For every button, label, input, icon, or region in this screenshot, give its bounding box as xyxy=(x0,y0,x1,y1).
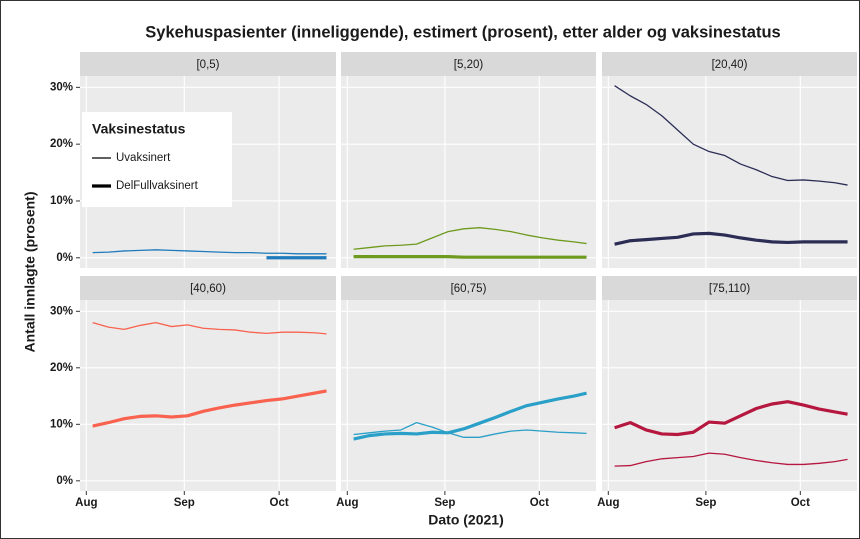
legend-label: DelFullvaksinert xyxy=(116,180,199,192)
strip xyxy=(80,276,336,300)
panel xyxy=(341,300,596,491)
series-line xyxy=(92,249,327,255)
y-tick-label: 10% xyxy=(50,418,73,430)
strip xyxy=(602,52,857,76)
y-tick-label: 0% xyxy=(56,475,73,487)
legend-label: Uvaksinert xyxy=(116,152,171,164)
x-tick-label: Sep xyxy=(434,497,455,509)
strip xyxy=(341,276,596,300)
series-line xyxy=(614,400,848,437)
x-tick-label: Oct xyxy=(270,497,289,509)
x-tick-label: Aug xyxy=(597,497,619,509)
y-tick-label: 20% xyxy=(50,362,73,374)
x-tick-label: Oct xyxy=(530,497,549,509)
chart-title: Sykehuspasienter (inneliggende), estimer… xyxy=(145,23,780,41)
y-axis-label: Antall innlagte (prosent) xyxy=(22,192,38,353)
legend-box xyxy=(82,112,232,207)
series-line xyxy=(614,85,848,186)
x-tick-label: Aug xyxy=(336,497,358,509)
series-line xyxy=(614,231,848,246)
legend-title: Vaksinestatus xyxy=(92,121,186,137)
series-line xyxy=(353,227,587,250)
y-tick-label: 30% xyxy=(50,81,73,93)
x-tick-label: Sep xyxy=(174,497,195,509)
x-axis-label: Dato (2021) xyxy=(428,512,503,528)
strip xyxy=(602,276,857,300)
panel-title: [60,75) xyxy=(451,283,487,295)
panel-title: [5,20) xyxy=(454,59,484,71)
x-tick-label: Oct xyxy=(791,497,810,509)
x-tick-label: Sep xyxy=(695,497,716,509)
y-tick-label: 0% xyxy=(56,252,73,264)
strip xyxy=(80,52,336,76)
series-line xyxy=(353,391,587,441)
y-tick-label: 20% xyxy=(50,138,73,150)
series-line xyxy=(353,255,587,259)
x-tick-label: Aug xyxy=(75,497,97,509)
panel xyxy=(341,76,596,268)
y-tick-label: 30% xyxy=(50,305,73,317)
panel-title: [0,5) xyxy=(196,59,219,71)
panel-title: [20,40) xyxy=(712,59,748,71)
strip xyxy=(341,52,596,76)
panel-title: [40,60) xyxy=(190,283,226,295)
panel xyxy=(602,300,857,491)
series-line xyxy=(353,421,587,438)
panel-title: [75,110) xyxy=(709,283,751,295)
series-line xyxy=(92,321,327,335)
series-line xyxy=(92,389,327,428)
series-line xyxy=(614,452,848,467)
y-tick-label: 10% xyxy=(50,195,73,207)
